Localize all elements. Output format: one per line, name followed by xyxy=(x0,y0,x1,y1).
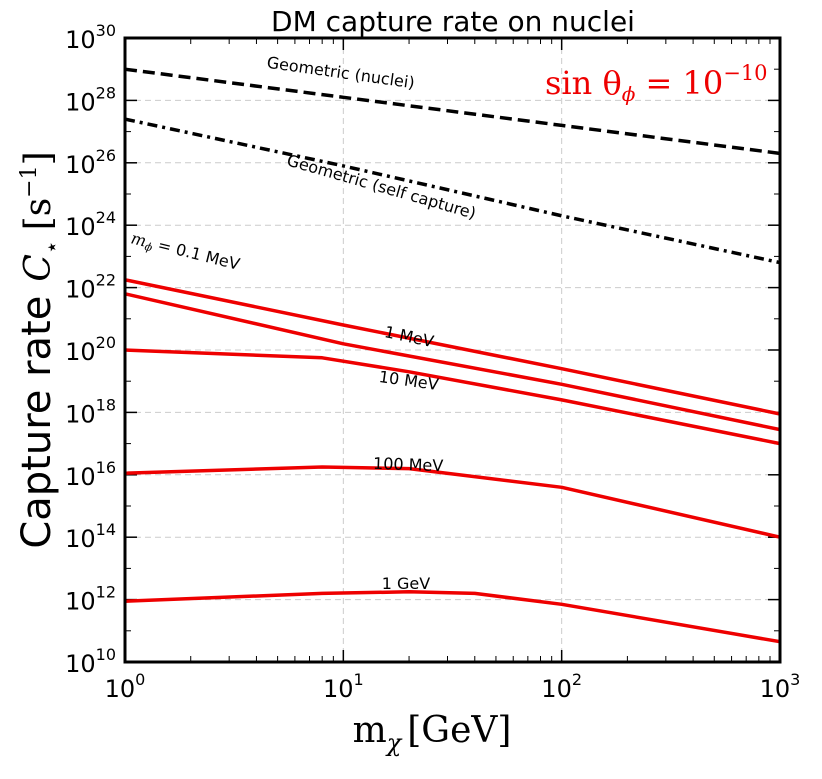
y-tick-exp: 30 xyxy=(96,21,116,40)
series-line-5 xyxy=(124,465,781,539)
y-label-unit-open: [s xyxy=(18,198,59,231)
y-tick-label: 1030 xyxy=(65,21,116,54)
y-tick-base: 10 xyxy=(65,88,96,116)
y-tick-base: 10 xyxy=(65,400,96,428)
series-layer xyxy=(124,67,781,644)
x-tick-exp: 2 xyxy=(572,670,582,689)
y-label-symbol: C xyxy=(18,254,59,282)
x-label-sub: χ xyxy=(385,729,403,757)
y-tick-exp: 26 xyxy=(96,146,116,165)
label-mphi-sub: ϕ xyxy=(143,240,154,255)
y-tick-exp: 22 xyxy=(96,271,116,290)
x-tick-exp: 3 xyxy=(790,670,800,689)
y-tick-exp: 10 xyxy=(96,645,116,664)
series-line-6 xyxy=(124,590,781,644)
y-tick-base: 10 xyxy=(65,26,96,54)
x-label-unit: [GeV] xyxy=(407,710,511,751)
y-label-sub: ⋆ xyxy=(40,240,65,254)
annotation-main: sin θ xyxy=(545,64,622,102)
y-tick-base: 10 xyxy=(65,463,96,491)
x-tick-label: 100 xyxy=(105,670,146,703)
y-tick-base: 10 xyxy=(65,338,96,366)
grid xyxy=(125,38,780,662)
y-tick-exp: 18 xyxy=(96,395,116,414)
y-tick-label: 1020 xyxy=(65,333,116,366)
x-tick-base: 10 xyxy=(760,675,791,703)
axes-frame xyxy=(123,36,782,664)
y-tick-base: 10 xyxy=(65,213,96,241)
y-tick-label: 1028 xyxy=(65,83,116,116)
y-tick-label: 1022 xyxy=(65,271,116,304)
y-label-unit-close: ] xyxy=(18,151,59,165)
y-tick-label: 1024 xyxy=(65,208,116,241)
y-tick-label: 1012 xyxy=(65,583,116,616)
mixing-annotation: sin θϕ = 10−10 xyxy=(545,61,768,106)
series-line-2 xyxy=(124,278,781,416)
y-tick-label: 1018 xyxy=(65,395,116,428)
chart-title: DM capture rate on nuclei xyxy=(271,5,635,38)
x-axis-label: mχ [GeV] xyxy=(353,710,512,757)
y-tick-base: 10 xyxy=(65,650,96,678)
label-1-gev: 1 GeV xyxy=(382,574,431,593)
label-100-mev: 100 MeV xyxy=(373,454,444,475)
y-tick-exp: 28 xyxy=(96,83,116,102)
annotation-eq: = 10 xyxy=(635,64,723,102)
x-tick-base: 10 xyxy=(105,675,136,703)
y-tick-label: 1010 xyxy=(65,645,116,678)
annotation-sub: ϕ xyxy=(622,82,636,106)
y-label-unit-exp: −1 xyxy=(17,165,42,197)
y-tick-labels: 1010101210141016101810201022102410261028… xyxy=(65,21,116,678)
series-line-1 xyxy=(124,117,781,265)
series-line-4 xyxy=(124,348,781,446)
x-tick-label: 101 xyxy=(323,670,364,703)
y-tick-exp: 12 xyxy=(96,583,116,602)
y-tick-label: 1016 xyxy=(65,458,116,491)
x-label-main: m xyxy=(353,710,387,751)
x-tick-label: 103 xyxy=(760,670,801,703)
x-tick-labels: 100 101 102 103 xyxy=(105,670,801,703)
series-line-3 xyxy=(124,292,781,432)
x-tick-label: 102 xyxy=(541,670,582,703)
series-line-0 xyxy=(124,67,781,156)
y-tick-base: 10 xyxy=(65,276,96,304)
annotation-exp: −10 xyxy=(723,61,767,85)
plot-area xyxy=(125,38,780,662)
y-tick-base: 10 xyxy=(65,588,96,616)
label-mphi-symbol: m xyxy=(129,228,148,250)
x-tick-base: 10 xyxy=(323,675,354,703)
x-tick-exp: 0 xyxy=(135,670,145,689)
y-tick-exp: 24 xyxy=(96,208,116,227)
y-tick-label: 1026 xyxy=(65,146,116,179)
y-axis-label: Capture rate C⋆ [s−1] xyxy=(14,151,65,548)
y-tick-label: 1014 xyxy=(65,520,116,553)
x-tick-base: 10 xyxy=(541,675,572,703)
y-tick-exp: 20 xyxy=(96,333,116,352)
y-label-text: Capture rate xyxy=(14,296,60,549)
y-tick-exp: 16 xyxy=(96,458,116,477)
y-tick-exp: 14 xyxy=(96,520,116,539)
y-tick-base: 10 xyxy=(65,525,96,553)
x-tick-exp: 1 xyxy=(354,670,364,689)
y-tick-base: 10 xyxy=(65,151,96,179)
